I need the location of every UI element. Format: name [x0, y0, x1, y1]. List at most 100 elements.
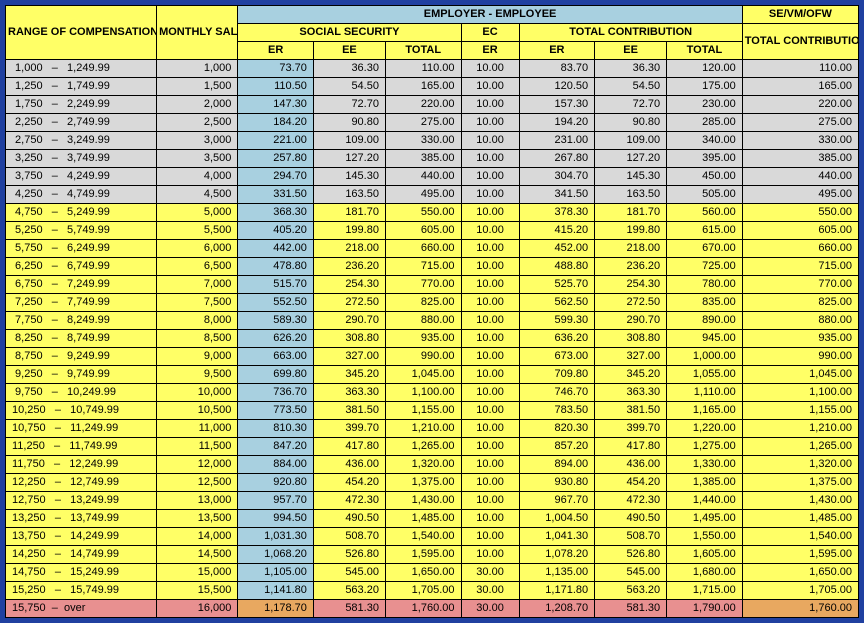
se-cell: 1,650.00 — [742, 564, 858, 582]
ss-ee-cell: 218.00 — [313, 240, 385, 258]
table-row: 14,750 – 15,249.9915,0001,105.00545.001,… — [6, 564, 859, 582]
ss-total-cell: 275.00 — [385, 114, 461, 132]
tc-er-cell: 267.80 — [519, 150, 595, 168]
tc-ee-cell: 290.70 — [595, 312, 667, 330]
ss-er-cell: 478.80 — [238, 258, 314, 276]
ss-ee-cell: 345.20 — [313, 366, 385, 384]
hdr-emp-emp: EMPLOYER - EMPLOYEE — [238, 6, 742, 24]
tc-total-cell: 1,330.00 — [667, 456, 743, 474]
tc-er-cell: 304.70 — [519, 168, 595, 186]
ss-ee-cell: 54.50 — [313, 78, 385, 96]
ss-er-cell: 442.00 — [238, 240, 314, 258]
msc-cell: 2,500 — [157, 114, 238, 132]
se-cell: 935.00 — [742, 330, 858, 348]
tc-ee-cell: 163.50 — [595, 186, 667, 204]
tc-total-cell: 1,790.00 — [667, 600, 743, 618]
table-row: 8,250 – 8,749.998,500626.20308.80935.001… — [6, 330, 859, 348]
ss-ee-cell: 109.00 — [313, 132, 385, 150]
se-cell: 770.00 — [742, 276, 858, 294]
range-cell: 10,750 – 11,249.99 — [6, 420, 157, 438]
ss-er-cell: 405.20 — [238, 222, 314, 240]
se-cell: 165.00 — [742, 78, 858, 96]
ss-total-cell: 1,485.00 — [385, 510, 461, 528]
se-cell: 1,210.00 — [742, 420, 858, 438]
tc-ee-cell: 272.50 — [595, 294, 667, 312]
tc-ee-cell: 563.20 — [595, 582, 667, 600]
msc-cell: 7,000 — [157, 276, 238, 294]
ss-ee-cell: 381.50 — [313, 402, 385, 420]
msc-cell: 15,500 — [157, 582, 238, 600]
range-cell: 4,250 – 4,749.99 — [6, 186, 157, 204]
range-cell: 2,750 – 3,249.99 — [6, 132, 157, 150]
tc-er-cell: 1,078.20 — [519, 546, 595, 564]
tc-total-cell: 890.00 — [667, 312, 743, 330]
se-cell: 550.00 — [742, 204, 858, 222]
ss-ee-cell: 417.80 — [313, 438, 385, 456]
ec-cell: 30.00 — [461, 564, 519, 582]
tc-total-cell: 725.00 — [667, 258, 743, 276]
ec-cell: 10.00 — [461, 348, 519, 366]
msc-cell: 1,500 — [157, 78, 238, 96]
se-cell: 1,485.00 — [742, 510, 858, 528]
ss-total-cell: 1,650.00 — [385, 564, 461, 582]
ss-total-cell: 1,760.00 — [385, 600, 461, 618]
ss-er-cell: 331.50 — [238, 186, 314, 204]
ss-ee-cell: 199.80 — [313, 222, 385, 240]
ec-cell: 30.00 — [461, 600, 519, 618]
tc-ee-cell: 472.30 — [595, 492, 667, 510]
ec-cell: 10.00 — [461, 186, 519, 204]
tc-er-cell: 120.50 — [519, 78, 595, 96]
tc-er-cell: 231.00 — [519, 132, 595, 150]
hdr-range: RANGE OF COMPENSATION — [6, 6, 157, 60]
table-row: 7,750 – 8,249.998,000589.30290.70880.001… — [6, 312, 859, 330]
ss-ee-cell: 472.30 — [313, 492, 385, 510]
table-row: 10,250 – 10,749.9910,500773.50381.501,15… — [6, 402, 859, 420]
ss-er-cell: 884.00 — [238, 456, 314, 474]
se-cell: 1,760.00 — [742, 600, 858, 618]
tc-total-cell: 340.00 — [667, 132, 743, 150]
ss-ee-cell: 508.70 — [313, 528, 385, 546]
range-cell: 4,750 – 5,249.99 — [6, 204, 157, 222]
hdr-ec-er: ER — [461, 42, 519, 60]
table-row: 12,750 – 13,249.9913,000957.70472.301,43… — [6, 492, 859, 510]
tc-ee-cell: 399.70 — [595, 420, 667, 438]
tc-ee-cell: 36.30 — [595, 60, 667, 78]
table-row: 3,250 – 3,749.993,500257.80127.20385.001… — [6, 150, 859, 168]
msc-cell: 16,000 — [157, 600, 238, 618]
ss-er-cell: 699.80 — [238, 366, 314, 384]
ec-cell: 10.00 — [461, 114, 519, 132]
hdr-ec: EC — [461, 24, 519, 42]
msc-cell: 2,000 — [157, 96, 238, 114]
msc-cell: 13,000 — [157, 492, 238, 510]
table-row: 14,250 – 14,749.9914,5001,068.20526.801,… — [6, 546, 859, 564]
se-cell: 990.00 — [742, 348, 858, 366]
tc-ee-cell: 363.30 — [595, 384, 667, 402]
tc-total-cell: 835.00 — [667, 294, 743, 312]
hdr-ss: SOCIAL SECURITY — [238, 24, 461, 42]
tc-er-cell: 83.70 — [519, 60, 595, 78]
tc-total-cell: 175.00 — [667, 78, 743, 96]
tc-er-cell: 415.20 — [519, 222, 595, 240]
msc-cell: 10,000 — [157, 384, 238, 402]
tc-er-cell: 820.30 — [519, 420, 595, 438]
tc-total-cell: 120.00 — [667, 60, 743, 78]
ec-cell: 10.00 — [461, 456, 519, 474]
msc-cell: 9,500 — [157, 366, 238, 384]
range-cell: 13,750 – 14,249.99 — [6, 528, 157, 546]
ss-er-cell: 184.20 — [238, 114, 314, 132]
table-row: 13,750 – 14,249.9914,0001,031.30508.701,… — [6, 528, 859, 546]
ec-cell: 10.00 — [461, 330, 519, 348]
msc-cell: 14,000 — [157, 528, 238, 546]
tc-er-cell: 857.20 — [519, 438, 595, 456]
ss-ee-cell: 454.20 — [313, 474, 385, 492]
se-cell: 715.00 — [742, 258, 858, 276]
ec-cell: 10.00 — [461, 168, 519, 186]
ss-er-cell: 810.30 — [238, 420, 314, 438]
msc-cell: 5,500 — [157, 222, 238, 240]
range-cell: 8,250 – 8,749.99 — [6, 330, 157, 348]
tc-er-cell: 1,041.30 — [519, 528, 595, 546]
msc-cell: 14,500 — [157, 546, 238, 564]
range-cell: 1,000 – 1,249.99 — [6, 60, 157, 78]
se-cell: 1,705.00 — [742, 582, 858, 600]
tc-ee-cell: 199.80 — [595, 222, 667, 240]
